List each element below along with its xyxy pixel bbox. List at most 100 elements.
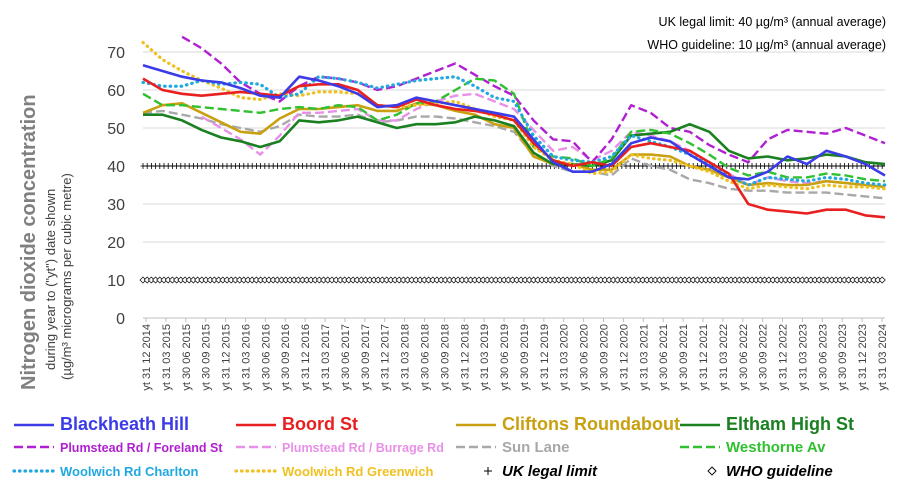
x-tick-label: yt 30 06 2020	[579, 324, 591, 391]
uk-limit-marker	[140, 163, 146, 169]
legend-label: Eltham High St	[726, 414, 854, 434]
uk-limit-marker	[392, 163, 398, 169]
uk-limit-marker	[228, 163, 234, 169]
x-tick-label: yt 30 06 2018	[419, 324, 431, 391]
uk-limit-marker	[396, 163, 402, 169]
legend-item-sun-lane: Sun Lane	[456, 439, 570, 456]
uk-limit-marker	[732, 163, 738, 169]
x-tick-label: yt 30 09 2019	[519, 324, 531, 391]
uk-limit-marker	[854, 163, 860, 169]
uk-limit-marker	[484, 163, 490, 169]
uk-limit-marker	[232, 163, 238, 169]
uk-limit-marker	[673, 163, 679, 169]
y-tick-label: 40	[107, 159, 125, 176]
uk-limit-marker	[455, 163, 461, 169]
uk-limit-marker	[459, 163, 465, 169]
legend-item-cliftons-roundabout: Cliftons Roundabout	[456, 414, 680, 434]
uk-limit-marker	[153, 163, 159, 169]
series-plumstead-rd-foreland-st	[181, 35, 886, 164]
uk-limit-marker	[375, 163, 381, 169]
uk-limit-marker	[413, 163, 419, 169]
uk-limit-marker	[531, 163, 537, 169]
legend-label: WHO guideline	[726, 463, 833, 480]
uk-limit-marker	[434, 163, 440, 169]
y-tick-label: 10	[107, 273, 125, 290]
legend-label: Plumstead Rd / Foreland St	[60, 441, 223, 455]
legend-swatch	[707, 466, 717, 476]
uk-limit-marker	[363, 163, 369, 169]
x-tick-label: yt 30 06 2016	[260, 324, 272, 391]
uk-limit-marker	[342, 163, 348, 169]
uk-limit-marker	[203, 163, 209, 169]
uk-limit-marker	[211, 163, 217, 169]
uk-limit-marker	[253, 163, 259, 169]
series-blackheath-hill	[142, 64, 886, 181]
uk-limit-marker	[169, 163, 175, 169]
x-tick-label: yt 31 03 2024	[877, 324, 889, 391]
y-tick-label: 20	[107, 235, 125, 252]
uk-limit-marker	[430, 163, 436, 169]
x-tick-label: yt 31 03 2018	[400, 324, 412, 391]
uk-limit-marker	[186, 163, 192, 169]
uk-limit-marker	[787, 163, 793, 169]
y-tick-label: 60	[107, 83, 125, 100]
uk-limit-marker	[652, 163, 658, 169]
uk-limit-marker	[241, 163, 247, 169]
uk-limit-marker	[501, 163, 507, 169]
uk-limit-marker	[178, 163, 184, 169]
uk-limit-marker	[837, 163, 843, 169]
y-tick-label: 50	[107, 121, 125, 138]
uk-limit-marker	[379, 163, 385, 169]
uk-limit-marker	[833, 163, 839, 169]
uk-limit-marker	[526, 163, 532, 169]
x-tick-label: yt 31 12 2018	[459, 324, 471, 391]
uk-limit-marker	[829, 163, 835, 169]
uk-limit-marker	[220, 163, 226, 169]
uk-limit-marker	[421, 163, 427, 169]
legend-swatch	[484, 467, 492, 475]
uk-limit-marker	[258, 163, 264, 169]
uk-limit-marker	[442, 163, 448, 169]
legend-label: Plumstead Rd / Burrage Rd	[282, 441, 444, 455]
uk-limit-marker	[384, 163, 390, 169]
reference-lines	[139, 163, 886, 284]
uk-limit-marker	[346, 163, 352, 169]
y-axis-subtitle-2: (µg/m³ micrograms per cubic metre)	[59, 173, 74, 380]
uk-limit-marker	[736, 163, 742, 169]
uk-limit-marker	[174, 163, 180, 169]
uk-limit-marker	[808, 163, 814, 169]
uk-limit-marker	[304, 163, 310, 169]
uk-limit-marker	[812, 163, 818, 169]
uk-limit-marker	[505, 163, 511, 169]
x-tick-label: yt 31 03 2015	[161, 324, 173, 391]
uk-limit-marker	[216, 163, 222, 169]
x-tick-label: yt 31 03 2020	[559, 324, 571, 391]
uk-limit-marker	[165, 163, 171, 169]
uk-limit-marker	[249, 163, 255, 169]
uk-limit-marker	[321, 163, 327, 169]
uk-limit-note: UK legal limit: 40 µg/m³ (annual average…	[659, 15, 886, 29]
uk-limit-marker	[745, 163, 751, 169]
uk-limit-marker	[161, 163, 167, 169]
uk-limit-marker	[287, 163, 293, 169]
x-tick-label: yt 31 12 2023	[857, 324, 869, 391]
x-tick-label: yt 31 12 2016	[300, 324, 312, 391]
uk-limit-marker	[543, 163, 549, 169]
y-axis-ticks: 0 10 20 30 40 50 60 70	[107, 45, 125, 328]
uk-limit-marker	[279, 163, 285, 169]
legend: Blackheath Hill Boord St Cliftons Roundabo…	[12, 414, 854, 480]
uk-limit-marker	[333, 163, 339, 169]
uk-limit-marker	[300, 163, 306, 169]
x-tick-label: yt 31 12 2021	[698, 324, 710, 391]
series-boord-st	[142, 77, 886, 219]
uk-limit-marker	[791, 163, 797, 169]
series-woolwich-rd-charlton	[141, 75, 887, 187]
uk-limit-marker	[207, 163, 213, 169]
legend-label: Westhorne Av	[726, 439, 826, 456]
uk-limit-marker	[262, 163, 268, 169]
uk-limit-marker	[329, 163, 335, 169]
uk-limit-marker	[295, 163, 301, 169]
y-axis-title: Nitrogen dioxide concentration	[18, 94, 40, 390]
uk-limit-marker	[447, 163, 453, 169]
